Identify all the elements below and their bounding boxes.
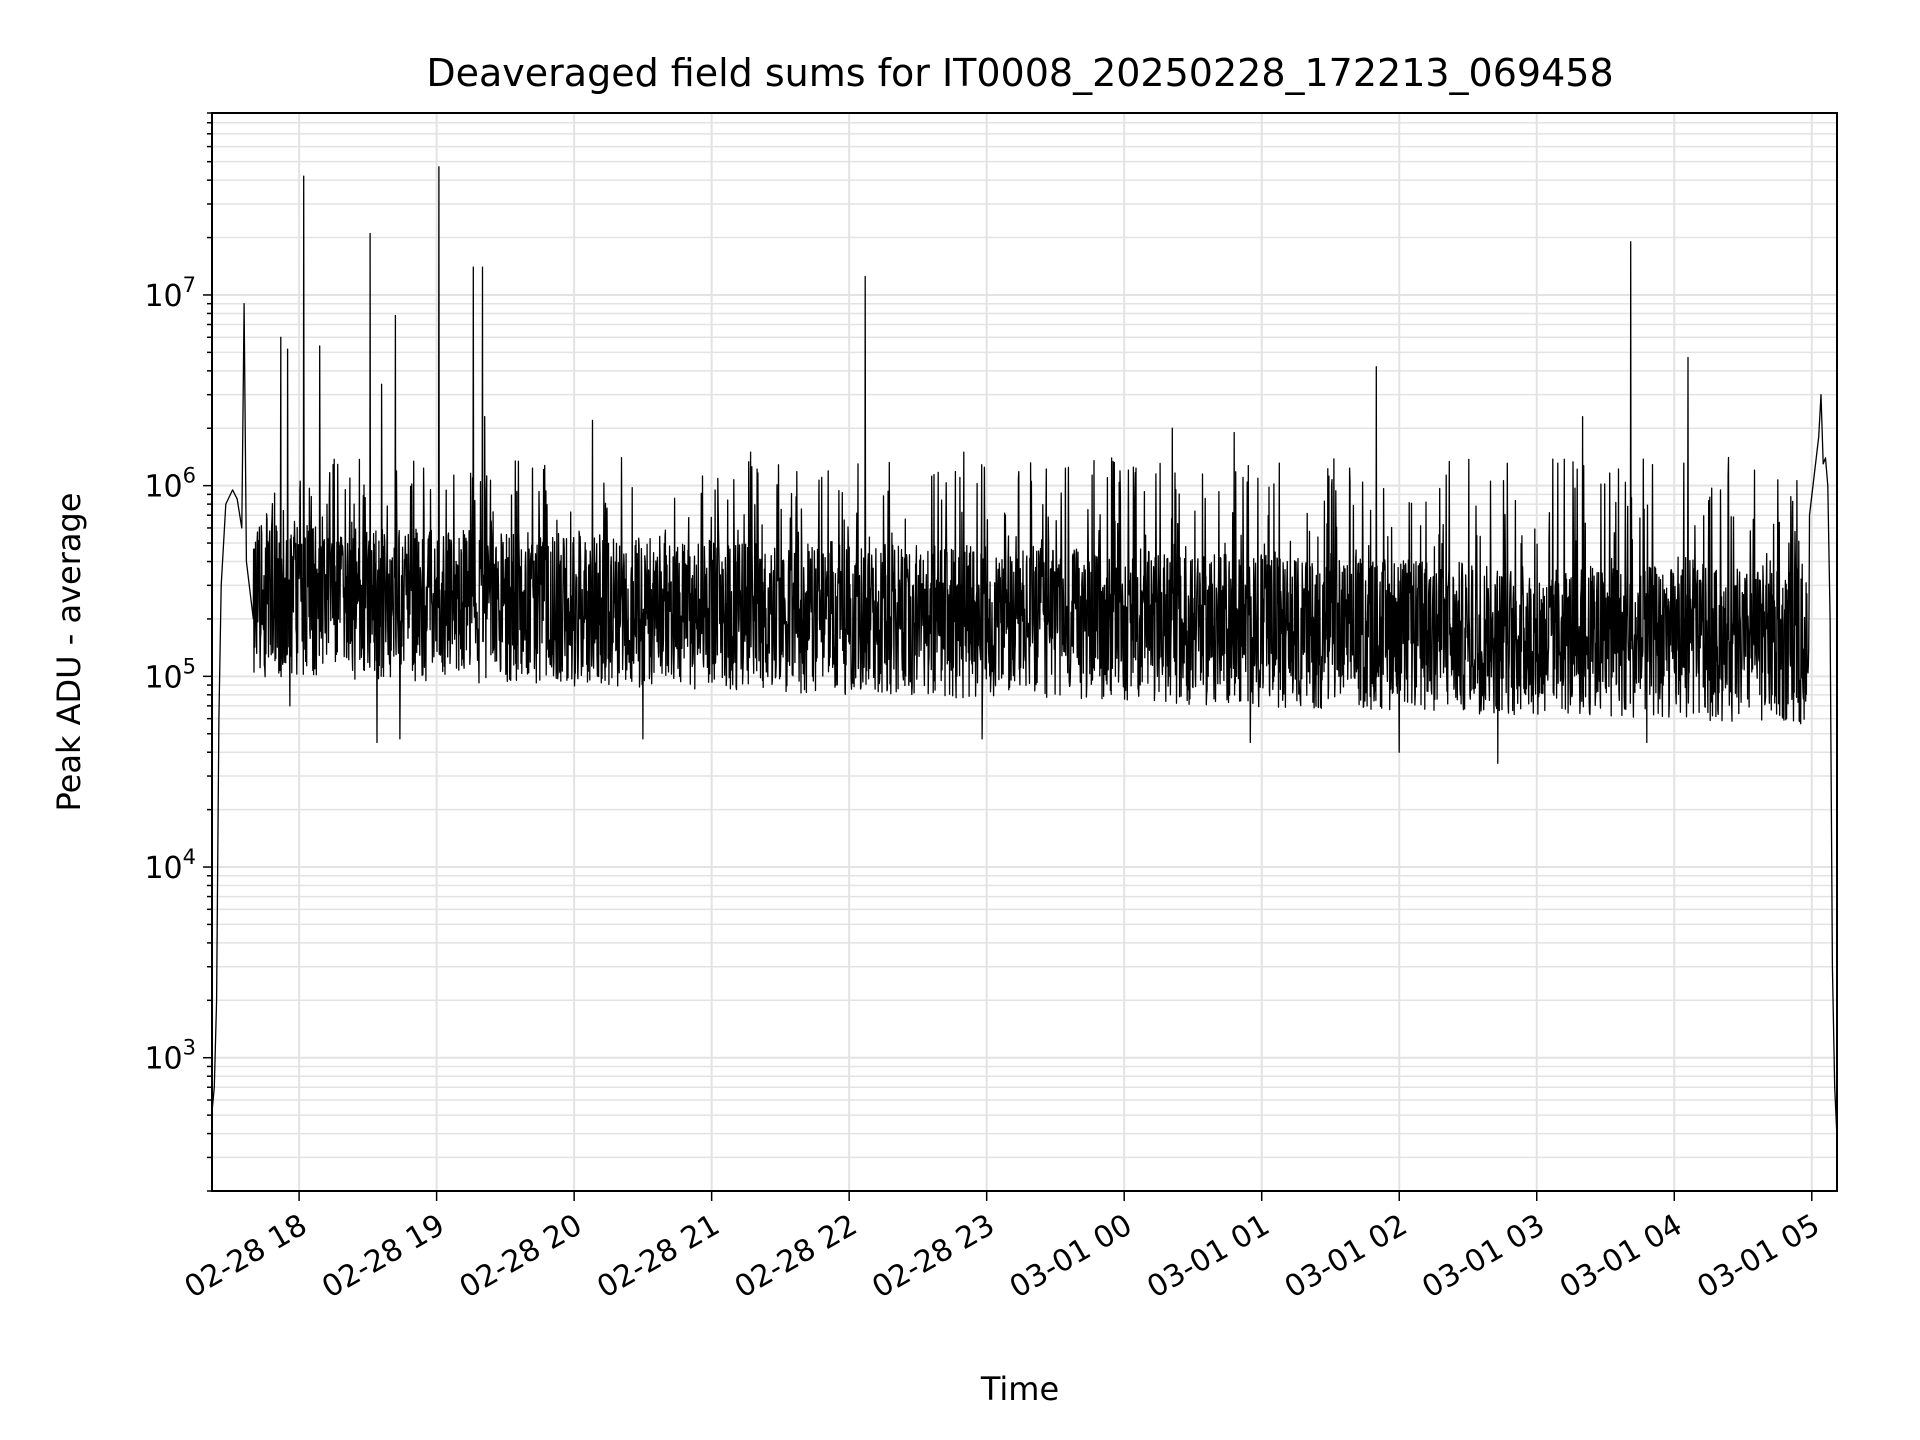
y-tick-exponent: 3 bbox=[183, 1036, 196, 1060]
series-layer bbox=[211, 166, 1838, 1138]
y-tick-base: 10 bbox=[144, 1042, 182, 1077]
y-tick-exponent: 7 bbox=[183, 273, 196, 297]
y-tick-label: 107 bbox=[144, 273, 196, 314]
y-tick-exponent: 4 bbox=[183, 845, 196, 869]
y-tick-label: 105 bbox=[144, 654, 196, 695]
y-tick-base: 10 bbox=[144, 851, 182, 886]
plot-frame bbox=[211, 112, 1838, 1192]
y-tick-label: 103 bbox=[144, 1036, 196, 1077]
series-line bbox=[211, 166, 1838, 1138]
y-axis-label: Peak ADU - average bbox=[50, 493, 88, 812]
x-axis-label: Time bbox=[980, 1370, 1059, 1408]
y-tick-label: 104 bbox=[144, 845, 196, 886]
y-tick-base: 10 bbox=[144, 470, 182, 505]
y-tick-label: 106 bbox=[144, 464, 196, 505]
y-tick-exponent: 5 bbox=[183, 654, 196, 678]
y-tick-base: 10 bbox=[144, 660, 182, 695]
chart-title: Deaveraged field sums for IT0008_2025022… bbox=[426, 51, 1613, 95]
y-tick-exponent: 6 bbox=[183, 464, 196, 488]
y-gridlines bbox=[212, 112, 1837, 1192]
y-tick-base: 10 bbox=[144, 279, 182, 314]
